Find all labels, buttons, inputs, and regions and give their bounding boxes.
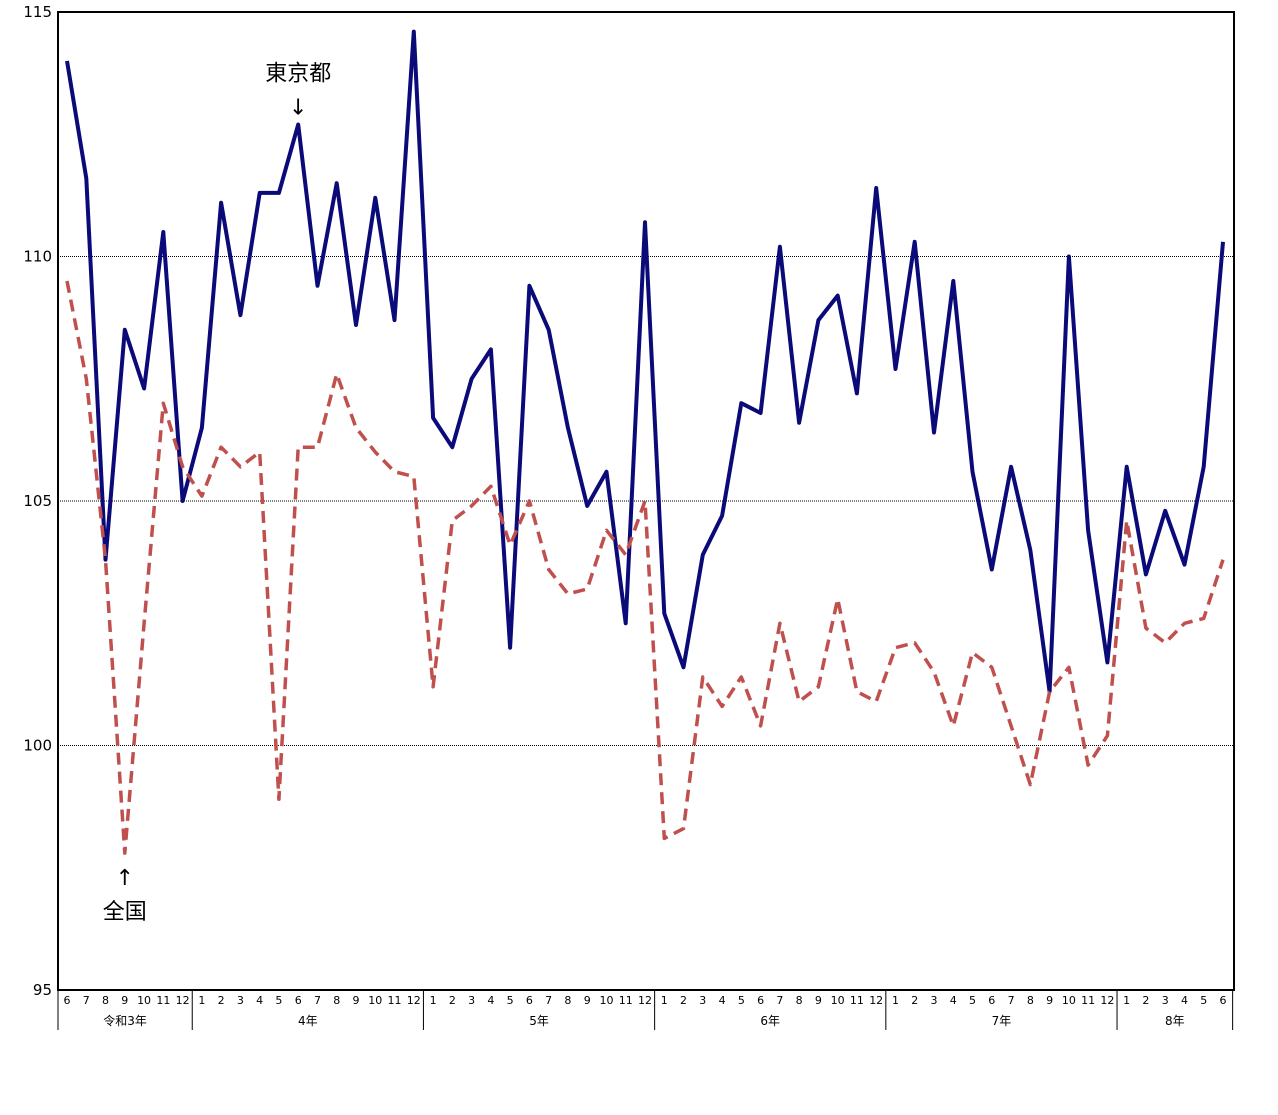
x-tick-label: 9	[353, 994, 360, 1007]
x-tick-label: 11	[388, 994, 402, 1007]
x-tick-label: 9	[584, 994, 591, 1007]
x-tick-label: 12	[869, 994, 883, 1007]
x-tick-label: 5	[507, 994, 514, 1007]
y-tick-label: 105	[23, 492, 52, 510]
x-tick-label: 3	[931, 994, 938, 1007]
x-tick-label: 12	[638, 994, 652, 1007]
x-tick-label: 2	[218, 994, 225, 1007]
x-tick-label: 10	[1062, 994, 1076, 1007]
x-tick-label: 1	[198, 994, 205, 1007]
x-tick-label: 6	[1220, 994, 1227, 1007]
x-tick-label: 12	[1100, 994, 1114, 1007]
x-tick-label: 5	[969, 994, 976, 1007]
x-tick-label: 1	[1123, 994, 1130, 1007]
x-tick-label: 12	[176, 994, 190, 1007]
x-tick-label: 3	[699, 994, 706, 1007]
x-tick-label: 10	[137, 994, 151, 1007]
y-tick-label: 110	[23, 248, 52, 266]
x-tick-label: 9	[121, 994, 128, 1007]
x-tick-label: 8	[796, 994, 803, 1007]
x-tick-label: 12	[407, 994, 421, 1007]
x-tick-label: 7	[83, 994, 90, 1007]
year-label: 7年	[992, 1014, 1012, 1028]
annotation-arrow-tokyo: ↓	[289, 95, 307, 120]
x-tick-label: 6	[526, 994, 533, 1007]
x-tick-label: 2	[1142, 994, 1149, 1007]
x-tick-label: 4	[1181, 994, 1188, 1007]
x-tick-label: 4	[256, 994, 263, 1007]
x-tick-label: 10	[599, 994, 613, 1007]
y-tick-label: 95	[33, 981, 52, 999]
annotation-label-tokyo: 東京都	[265, 61, 331, 86]
y-tick-label: 115	[23, 3, 52, 21]
y-tick-label: 100	[23, 737, 52, 755]
x-tick-label: 11	[1081, 994, 1095, 1007]
x-tick-label: 7	[545, 994, 552, 1007]
x-tick-label: 7	[1008, 994, 1015, 1007]
x-tick-label: 5	[1200, 994, 1207, 1007]
x-tick-label: 1	[430, 994, 437, 1007]
y-axis-ticks: 95 100 105 110 115	[23, 3, 52, 999]
x-tick-label: 2	[449, 994, 456, 1007]
x-tick-label: 7	[776, 994, 783, 1007]
plot-area	[57, 11, 1235, 991]
series-lines	[65, 29, 1225, 855]
annotations: 東京都 ↓ ↑ 全国	[103, 61, 331, 925]
year-label: 8年	[1165, 1014, 1185, 1028]
x-tick-label: 6	[757, 994, 764, 1007]
x-tick-label: 11	[850, 994, 864, 1007]
x-tick-label: 8	[102, 994, 109, 1007]
x-tick-label: 1	[661, 994, 668, 1007]
annotation-arrow-national: ↑	[116, 866, 134, 891]
x-tick-label: 1	[892, 994, 899, 1007]
x-axis: 6 7 8 9 10 11 12 1 2 3 4 5 6 7 8 9 10 11 12 1 2 3 4 5 6 7 8 9 10 11 12…	[57, 990, 1234, 1030]
year-label: 6年	[760, 1014, 780, 1028]
year-label: 5年	[529, 1014, 549, 1028]
x-tick-label: 5	[738, 994, 745, 1007]
series-line-tokyo	[65, 29, 1225, 694]
x-tick-label: 11	[619, 994, 633, 1007]
x-tick-label: 9	[815, 994, 822, 1007]
x-tick-label: 3	[468, 994, 475, 1007]
x-tick-label: 3	[237, 994, 244, 1007]
x-tick-label: 10	[831, 994, 845, 1007]
x-tick-label: 5	[275, 994, 282, 1007]
x-tick-label: 10	[368, 994, 382, 1007]
x-tick-label: 4	[950, 994, 957, 1007]
series-line-national	[65, 280, 1225, 855]
x-tick-label: 8	[1027, 994, 1034, 1007]
x-tick-label: 11	[156, 994, 170, 1007]
x-tick-label: 9	[1046, 994, 1053, 1007]
x-tick-label: 4	[719, 994, 726, 1007]
x-tick-label: 7	[314, 994, 321, 1007]
x-tick-label: 2	[680, 994, 687, 1007]
x-tick-label: 2	[911, 994, 918, 1007]
year-label: 4年	[298, 1014, 318, 1028]
x-tick-label: 6	[64, 994, 71, 1007]
x-tick-label: 6	[988, 994, 995, 1007]
x-tick-label: 8	[333, 994, 340, 1007]
x-tick-label: 6	[295, 994, 302, 1007]
x-tick-label: 4	[487, 994, 494, 1007]
x-tick-label: 8	[564, 994, 571, 1007]
x-tick-label: 3	[1162, 994, 1169, 1007]
year-label: 令和3年	[103, 1013, 147, 1028]
annotation-label-national: 全国	[103, 900, 147, 925]
